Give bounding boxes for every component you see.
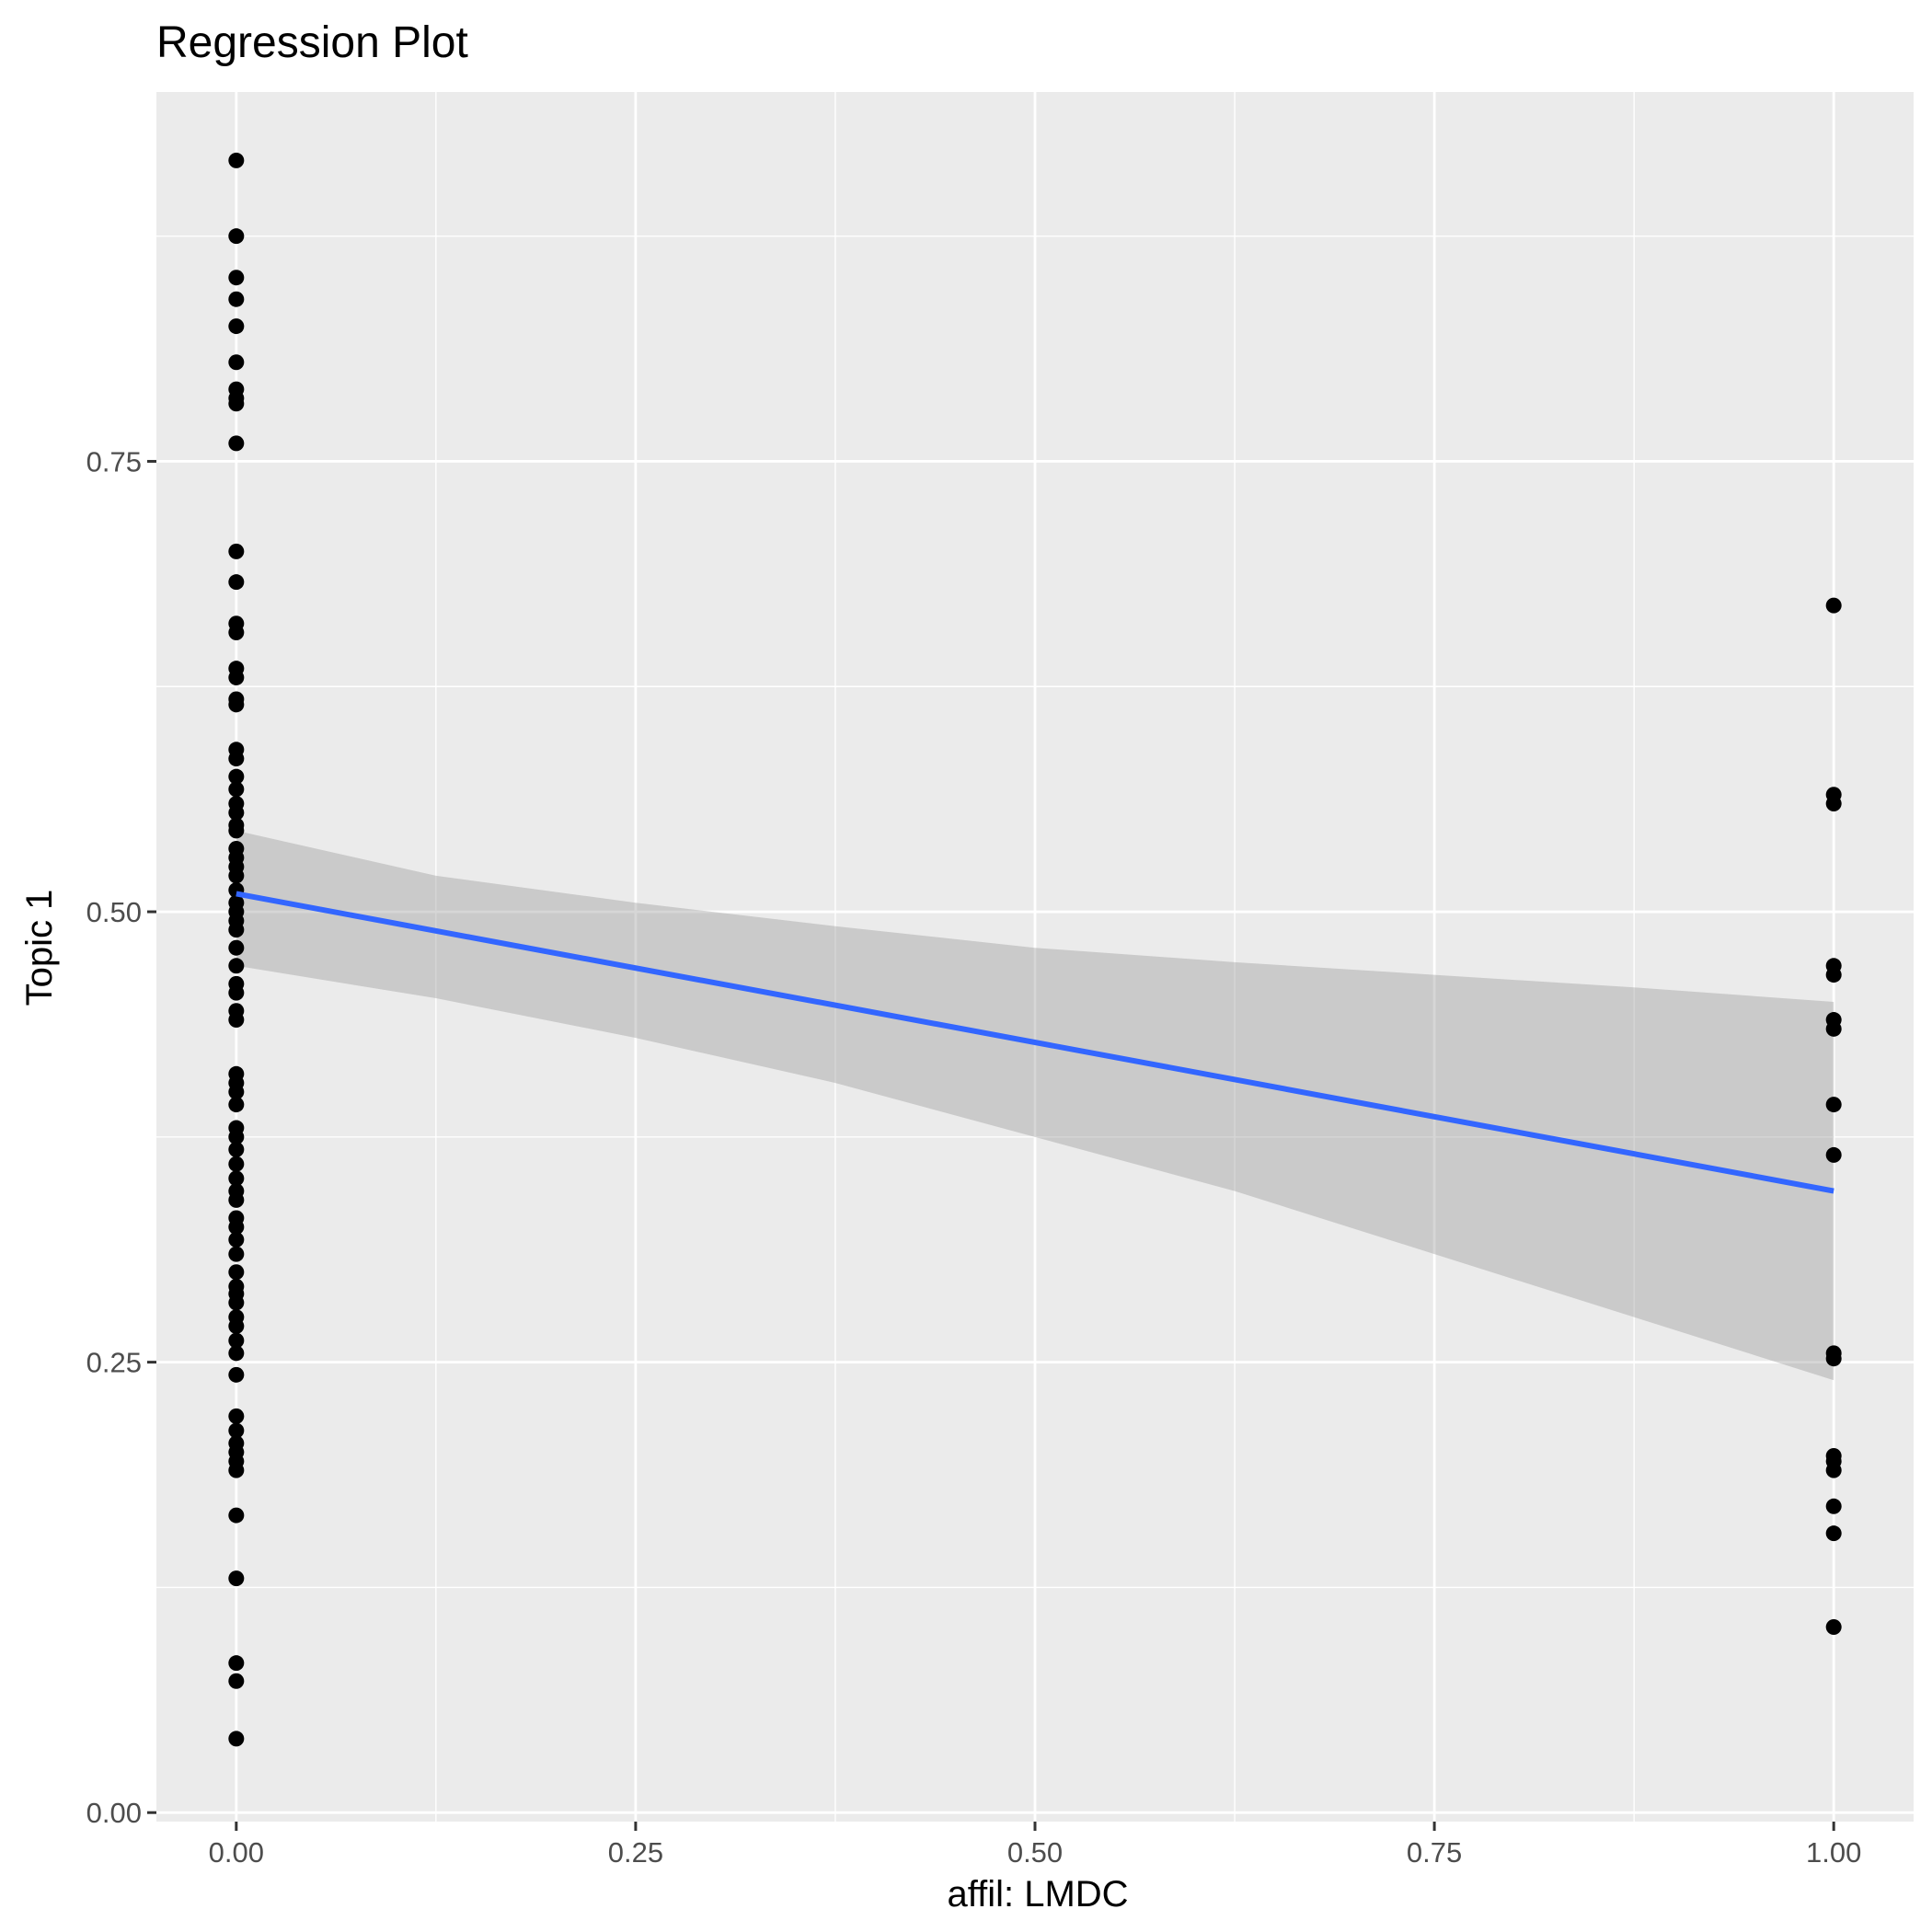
data-point	[228, 751, 245, 767]
data-point	[228, 1507, 245, 1524]
data-point	[228, 922, 245, 938]
data-point	[1825, 1619, 1842, 1635]
data-point	[228, 1142, 245, 1158]
data-point	[228, 822, 245, 839]
data-point	[228, 868, 245, 884]
data-point	[228, 1084, 245, 1100]
grid-lines	[156, 92, 1914, 1822]
data-point	[228, 543, 245, 559]
data-point	[228, 435, 245, 452]
data-point	[228, 696, 245, 713]
data-point	[228, 984, 245, 1001]
data-point	[228, 1219, 245, 1236]
data-point	[228, 1655, 245, 1672]
data-point	[228, 270, 245, 286]
data-point	[228, 1332, 245, 1349]
x-tick-label: 0.25	[608, 1836, 663, 1869]
data-point	[228, 1570, 245, 1587]
data-point	[228, 318, 245, 335]
data-point	[228, 1246, 245, 1262]
data-points	[228, 152, 1842, 1747]
data-point	[228, 1264, 245, 1281]
data-point	[228, 1422, 245, 1439]
x-axis-title: affil: LMDC	[947, 1874, 1128, 1915]
y-axis-title: Topic 1	[19, 890, 60, 1006]
y-tick-label: 0.00	[86, 1797, 142, 1829]
data-point	[1825, 1462, 1842, 1478]
data-point	[228, 1129, 245, 1145]
data-point	[228, 1097, 245, 1113]
data-point	[228, 1462, 245, 1478]
data-point	[228, 1294, 245, 1311]
data-point	[228, 1012, 245, 1029]
data-point	[228, 958, 245, 974]
data-point	[228, 1366, 245, 1383]
data-point	[1825, 1525, 1842, 1542]
data-point	[1825, 1351, 1842, 1367]
data-point	[228, 1156, 245, 1172]
y-tick-label: 0.50	[86, 896, 142, 928]
data-point	[228, 354, 245, 371]
data-point	[228, 574, 245, 591]
data-point	[228, 1170, 245, 1187]
data-point	[228, 291, 245, 307]
data-point	[228, 1231, 245, 1248]
data-point	[228, 228, 245, 245]
x-tick-label: 0.00	[209, 1836, 264, 1869]
data-point	[228, 768, 245, 785]
y-tick-label: 0.75	[86, 445, 142, 477]
data-point	[228, 625, 245, 640]
regression-line-group	[236, 891, 1834, 1194]
regression-line	[236, 891, 1834, 1194]
chart-title: Regression Plot	[156, 18, 468, 67]
data-point	[1825, 796, 1842, 812]
data-point	[228, 1191, 245, 1208]
data-point	[1825, 967, 1842, 983]
data-point	[228, 396, 245, 412]
x-tick-label: 1.00	[1806, 1836, 1861, 1869]
x-tick-label: 0.75	[1407, 1836, 1462, 1869]
axes: 0.00 0.25 0.50 0.75 1.00 0.00 0.25 0.50 0.75	[86, 445, 1862, 1869]
data-point	[228, 939, 245, 956]
data-point	[228, 1673, 245, 1689]
y-tick-label: 0.25	[86, 1347, 142, 1379]
data-point	[228, 1317, 245, 1334]
data-point	[228, 1345, 245, 1362]
data-point	[1825, 1097, 1842, 1113]
data-point	[1825, 597, 1842, 614]
data-point	[228, 1731, 245, 1747]
data-point	[228, 669, 245, 685]
data-point	[1825, 1020, 1842, 1037]
data-point	[1825, 1146, 1842, 1163]
data-point	[228, 1408, 245, 1424]
x-tick-label: 0.50	[1007, 1836, 1063, 1869]
data-point	[1825, 1498, 1842, 1514]
data-point	[228, 152, 245, 168]
data-point	[228, 781, 245, 798]
data-point	[228, 804, 245, 821]
